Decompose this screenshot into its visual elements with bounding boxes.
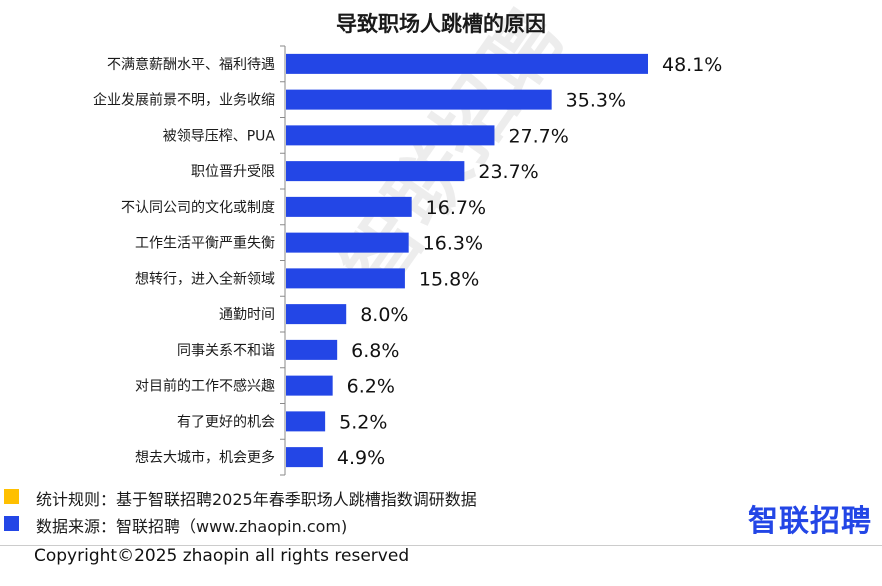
data-label: 5.2% — [339, 411, 387, 433]
copyright-text: Copyright©2025 zhaopin all rights reserv… — [34, 546, 410, 566]
bar — [286, 232, 409, 253]
data-label: 27.7% — [508, 125, 568, 147]
category-label: 被领导压榨、PUA — [163, 127, 276, 144]
bar — [286, 339, 338, 360]
brand-logo: 智联招聘 — [748, 504, 872, 539]
bar — [286, 125, 495, 146]
bar — [286, 53, 648, 74]
bar — [286, 375, 333, 396]
category-label: 通勤时间 — [219, 307, 275, 323]
bar — [286, 196, 412, 217]
legend-text-source: 数据来源：智联招聘（www.zhaopin.com) — [36, 517, 348, 536]
category-label: 工作生活平衡严重失衡 — [135, 236, 275, 252]
category-label: 想转行，进入全新领域 — [135, 270, 275, 287]
bar — [286, 161, 465, 182]
category-label: 不认同公司的文化或制度 — [121, 200, 275, 216]
legend-square-source — [4, 516, 19, 531]
category-label: 职位晋升受限 — [191, 164, 275, 180]
data-label: 6.8% — [351, 340, 399, 362]
bar-chart: 不满意薪酬水平、福利待遇 48.1% 企业发展前景不明，业务收缩 35.3% 被领导压榨… — [93, 45, 722, 476]
data-label: 15.8% — [419, 268, 479, 290]
bar — [286, 447, 323, 468]
category-label: 有了更好的机会 — [177, 414, 275, 430]
category-label: 企业发展前景不明，业务收缩 — [93, 92, 275, 109]
data-label: 16.7% — [426, 197, 486, 219]
chart-title: 导致职场人跳槽的原因 — [336, 12, 546, 36]
data-label: 6.2% — [347, 376, 395, 398]
bar — [286, 89, 552, 110]
bar — [286, 411, 326, 432]
category-label: 同事关系不和谐 — [177, 343, 275, 359]
category-label: 想去大城市，机会更多 — [135, 449, 275, 466]
data-label: 4.9% — [337, 447, 385, 469]
legend-text-rule: 统计规则：基于智联招聘2025年春季职场人跳槽指数调研数据 — [36, 490, 477, 509]
category-label: 对目前的工作不感兴趣 — [135, 378, 275, 395]
legend-square-rule — [4, 489, 19, 504]
bar — [286, 268, 405, 289]
data-label: 35.3% — [566, 90, 626, 112]
category-label: 不满意薪酬水平、福利待遇 — [107, 56, 275, 73]
data-label: 48.1% — [662, 54, 722, 76]
bar — [286, 304, 347, 325]
data-label: 16.3% — [423, 233, 483, 255]
data-label: 23.7% — [478, 161, 538, 183]
data-label: 8.0% — [360, 304, 408, 326]
footer-divider — [0, 545, 882, 546]
